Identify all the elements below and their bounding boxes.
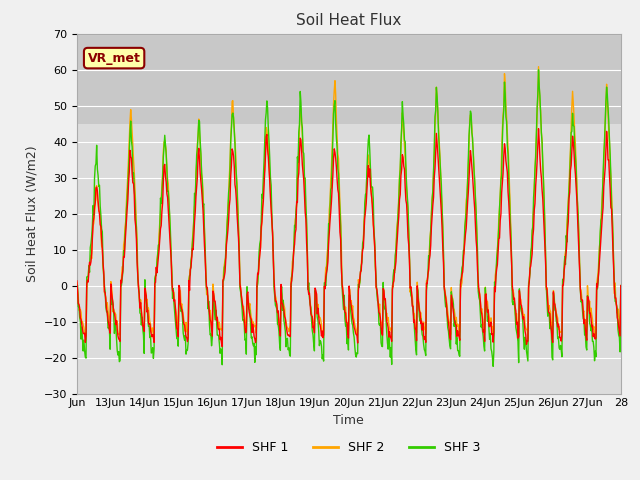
SHF 2 <box>436 153 444 159</box>
SHF 2 <box>150 336 158 342</box>
Line: SHF 2: SHF 2 <box>77 67 621 339</box>
X-axis label: Time: Time <box>333 414 364 427</box>
Title: Soil Heat Flux: Soil Heat Flux <box>296 13 401 28</box>
SHF 1 <box>436 187 444 192</box>
SHF 1 <box>264 154 272 160</box>
Y-axis label: Soil Heat Flux (W/m2): Soil Heat Flux (W/m2) <box>25 145 38 282</box>
SHF 1 <box>73 278 81 284</box>
SHF 1 <box>137 300 145 305</box>
SHF 2 <box>264 151 272 157</box>
Text: VR_met: VR_met <box>88 51 141 65</box>
SHF 3 <box>490 363 497 369</box>
SHF 3 <box>137 311 145 317</box>
SHF 3 <box>284 347 292 353</box>
SHF 1 <box>218 344 226 349</box>
SHF 1 <box>617 283 625 288</box>
Line: SHF 1: SHF 1 <box>77 129 621 347</box>
SHF 3 <box>534 67 542 73</box>
SHF 3 <box>617 283 625 288</box>
SHF 1 <box>237 293 245 299</box>
Legend: SHF 1, SHF 2, SHF 3: SHF 1, SHF 2, SHF 3 <box>212 436 486 459</box>
SHF 2 <box>237 292 245 298</box>
SHF 3 <box>435 143 443 148</box>
SHF 2 <box>73 279 81 285</box>
SHF 2 <box>534 64 542 70</box>
SHF 3 <box>405 227 413 232</box>
SHF 1 <box>534 126 542 132</box>
SHF 2 <box>137 297 145 303</box>
Line: SHF 3: SHF 3 <box>77 70 621 366</box>
SHF 3 <box>264 105 271 111</box>
SHF 3 <box>73 289 81 295</box>
SHF 2 <box>406 253 413 259</box>
SHF 2 <box>617 283 625 288</box>
SHF 1 <box>285 332 292 338</box>
Bar <box>77 34 621 123</box>
SHF 3 <box>237 289 244 295</box>
SHF 1 <box>406 257 413 263</box>
SHF 2 <box>285 329 292 335</box>
